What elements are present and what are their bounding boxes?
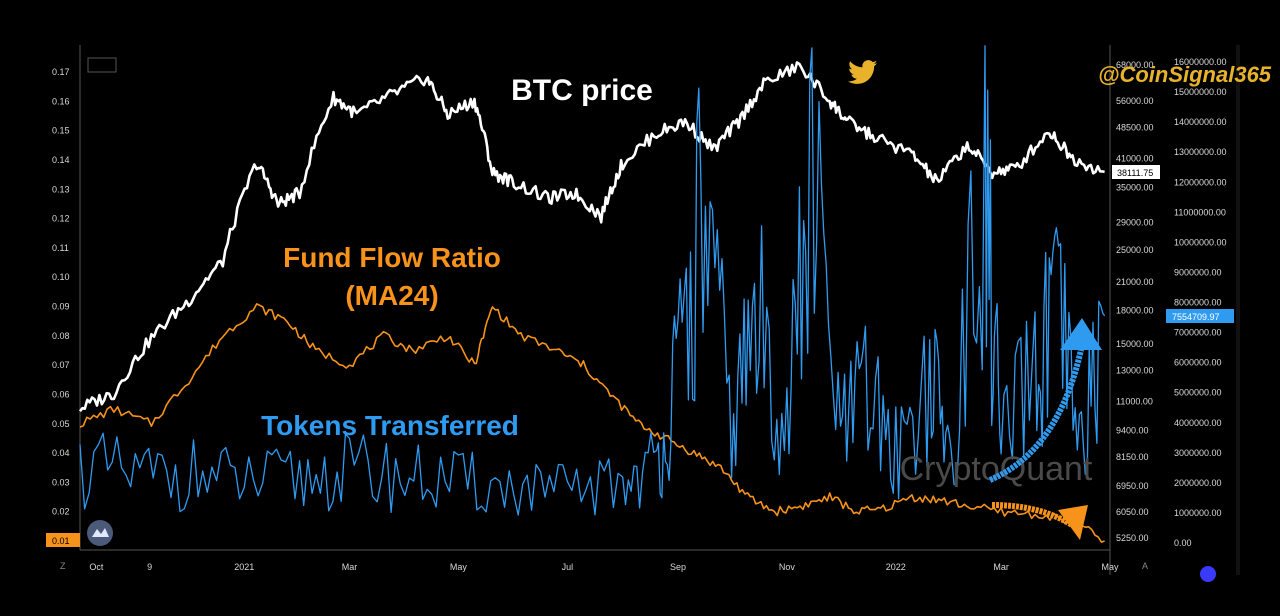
price-tick-label: 9400.00 — [1116, 425, 1149, 435]
tokens-current-value: 7554709.97 — [1172, 312, 1220, 322]
x-tick-label: Mar — [993, 562, 1009, 572]
settings-icon[interactable] — [1200, 566, 1216, 582]
legend-toggle[interactable] — [87, 57, 117, 73]
price-tick-label: 21000.00 — [1116, 277, 1154, 287]
price-tick-label: 8150.00 — [1116, 452, 1149, 462]
price-tick-label: 5250.00 — [1116, 533, 1149, 543]
tokens-tick-label: 12000000.00 — [1174, 177, 1227, 187]
twitter-handle: @CoinSignal365 — [1098, 62, 1272, 87]
ffr-annotation-line2: (MA24) — [345, 280, 438, 311]
left-tick-label: 0.17 — [52, 67, 70, 77]
tokens-tick-label: 7000000.00 — [1174, 328, 1222, 338]
left-tick-label: 0.06 — [52, 389, 70, 399]
tokens-tick-label: 11000000.00 — [1174, 207, 1226, 217]
tokens-tick-label: 4000000.00 — [1174, 418, 1222, 428]
twitter-bird-icon — [848, 60, 878, 84]
left-current-tag — [46, 533, 80, 547]
ffr-annotation-line1: Fund Flow Ratio — [283, 242, 501, 273]
left-tick-label: 0.07 — [52, 360, 70, 370]
price-tick-label: 29000.00 — [1116, 217, 1154, 227]
left-current-value: 0.01 — [52, 536, 70, 546]
tokens-tick-label: 1000000.00 — [1174, 508, 1222, 518]
price-tick-label: 6950.00 — [1116, 481, 1149, 491]
price-tick-label: 25000.00 — [1116, 245, 1154, 255]
price-tick-label: 48500.00 — [1116, 122, 1154, 132]
left-tick-label: 0.14 — [52, 155, 70, 165]
left-tick-label: 0.13 — [52, 184, 70, 194]
x-axis: Oct 9 2021 Mar May Jul Sep Nov 2022 Mar May — [89, 562, 1119, 572]
price-axis: 68000.00 56000.00 48500.00 41000.00 35000.00… — [1116, 60, 1154, 543]
price-tick-label: 68000.00 — [1116, 60, 1154, 70]
tokens-tick-label: 16000000.00 — [1174, 57, 1227, 67]
tokens-tick-label: 0.00 — [1174, 538, 1192, 548]
blue-up-arrow-icon — [988, 344, 1085, 483]
left-tick-label: 0.04 — [52, 448, 70, 458]
orange-down-arrow-icon — [991, 502, 1074, 528]
left-tick-label: 0.10 — [52, 272, 70, 282]
price-tick-label: 11000.00 — [1116, 396, 1153, 406]
left-tick-label: 0.03 — [52, 477, 70, 487]
tokens-tick-label: 6000000.00 — [1174, 358, 1222, 368]
x-tick-label: Jul — [562, 562, 574, 572]
x-tick-label: 9 — [147, 562, 152, 572]
x-tick-label: 2021 — [234, 562, 254, 572]
tokens-annotation: Tokens Transferred — [261, 410, 519, 441]
price-tick-label: 41000.00 — [1116, 153, 1154, 163]
btc-price-annotation: BTC price — [511, 74, 653, 107]
price-tick-label: 15000.00 — [1116, 339, 1154, 349]
left-tick-label: 0.09 — [52, 302, 70, 312]
x-tick-label: Oct — [89, 562, 104, 572]
price-current-tag — [1112, 165, 1160, 179]
left-tick-label: 0.12 — [52, 214, 70, 224]
price-tick-label: 35000.00 — [1116, 183, 1154, 193]
tokens-tick-label: 13000000.00 — [1174, 147, 1227, 157]
price-tick-label: 56000.00 — [1116, 96, 1154, 106]
tokens-current-tag — [1166, 309, 1234, 323]
left-axis: 0.17 0.16 0.15 0.14 0.13 0.12 0.11 0.10 0.09 0.08… — [52, 67, 70, 517]
series-layer — [78, 45, 1106, 543]
tokens-tick-label: 9000000.00 — [1174, 267, 1222, 277]
tokens-tick-label: 2000000.00 — [1174, 478, 1222, 488]
left-tick-label: 0.08 — [52, 331, 70, 341]
x-tick-label: Mar — [342, 562, 358, 572]
watermark: CryptoQuant — [900, 450, 1093, 488]
tokens-tick-label: 8000000.00 — [1174, 298, 1222, 308]
price-tick-label: 6050.00 — [1116, 507, 1149, 517]
left-tick-label: 0.11 — [52, 243, 69, 253]
svg-text:Z: Z — [60, 561, 66, 571]
series-line-fund-flow-ratio — [79, 303, 1105, 543]
orange-arrowhead-icon — [1058, 505, 1088, 540]
x-tick-label: 2022 — [886, 562, 906, 572]
left-tick-label: 0.15 — [52, 126, 70, 136]
x-tick-label: Nov — [779, 562, 796, 572]
tokens-tick-label: 5000000.00 — [1174, 388, 1222, 398]
tokens-tick-label: 3000000.00 — [1174, 448, 1222, 458]
series-line-btc-price — [78, 61, 1105, 413]
series-line-tokens-transferred — [79, 45, 1106, 516]
blue-arrowhead-icon — [1060, 318, 1102, 350]
price-tick-label: 13000.00 — [1116, 366, 1154, 376]
tokens-tick-label: 10000000.00 — [1174, 237, 1227, 247]
chart-frame — [79, 45, 1240, 575]
price-tick-label: 18000.00 — [1116, 305, 1154, 315]
tokens-tick-label: 14000000.00 — [1174, 117, 1227, 127]
left-tick-label: 0.16 — [52, 96, 70, 106]
left-tick-label: 0.05 — [52, 419, 70, 429]
price-current-value: 38111.75 — [1117, 168, 1153, 178]
svg-text:A: A — [1142, 561, 1148, 571]
x-tick-label: May — [1101, 562, 1119, 572]
tokens-tick-label: 15000000.00 — [1174, 87, 1227, 97]
x-tick-label: May — [450, 562, 468, 572]
tokens-axis: 16000000.00 15000000.00 14000000.00 1300000… — [1174, 57, 1227, 548]
left-tick-label: 0.02 — [52, 507, 70, 517]
x-tick-label: Sep — [670, 562, 686, 572]
